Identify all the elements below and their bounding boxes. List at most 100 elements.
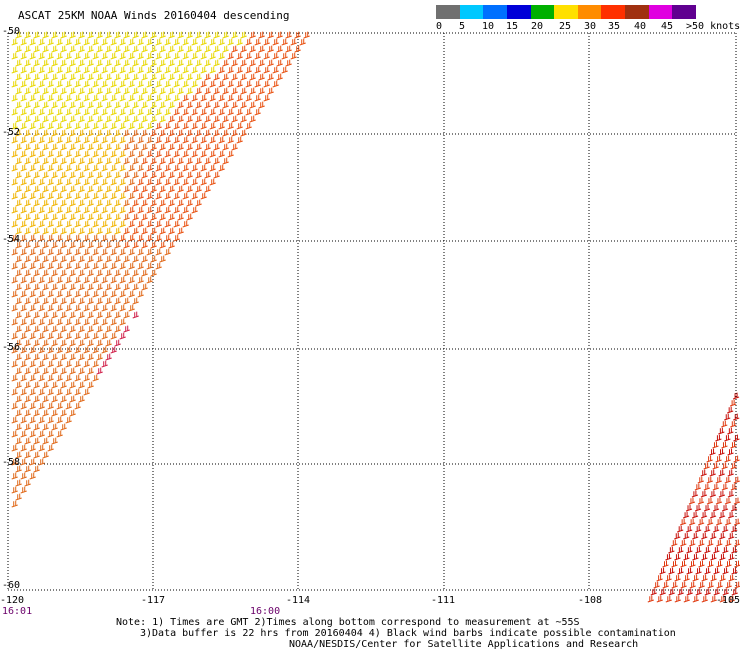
wind-barb bbox=[65, 38, 72, 46]
wind-barb bbox=[123, 157, 130, 165]
wind-barb bbox=[668, 567, 675, 575]
wind-barb bbox=[20, 220, 27, 228]
wind-barb bbox=[123, 297, 130, 305]
wind-barb bbox=[698, 581, 705, 589]
wind-barb bbox=[47, 80, 54, 88]
wind-barb bbox=[11, 136, 18, 144]
wind-barb bbox=[74, 66, 81, 74]
wind-barb bbox=[182, 220, 189, 228]
wind-barb bbox=[74, 402, 81, 410]
wind-barb bbox=[128, 290, 135, 298]
wind-barb bbox=[87, 185, 94, 193]
wind-barb bbox=[92, 318, 99, 326]
wind-barb bbox=[173, 80, 180, 88]
wind-barb bbox=[195, 31, 202, 39]
wind-barb bbox=[707, 539, 714, 547]
wind-barb bbox=[101, 66, 108, 74]
wind-barb bbox=[69, 185, 76, 193]
wind-barb bbox=[722, 525, 729, 533]
wind-barb bbox=[123, 87, 130, 95]
wind-barb bbox=[141, 59, 148, 67]
wind-barb bbox=[132, 31, 139, 39]
wind-barb bbox=[177, 143, 184, 151]
wind-barb bbox=[240, 115, 247, 123]
wind-barb bbox=[101, 164, 108, 172]
wind-barb bbox=[222, 101, 229, 109]
wind-barb bbox=[11, 220, 18, 228]
wind-barb bbox=[33, 423, 40, 431]
wind-barb bbox=[177, 45, 184, 53]
wind-barb bbox=[231, 45, 238, 53]
wind-barb bbox=[69, 255, 76, 263]
wind-barb bbox=[182, 164, 189, 172]
wind-barb bbox=[24, 255, 31, 263]
wind-barb bbox=[128, 80, 135, 88]
wind-barb bbox=[132, 185, 139, 193]
wind-barb bbox=[299, 38, 306, 46]
wind-barb bbox=[155, 122, 162, 130]
wind-barb bbox=[60, 59, 67, 67]
wind-barb bbox=[33, 381, 40, 389]
wind-barb bbox=[24, 451, 31, 459]
wind-barb bbox=[38, 136, 45, 144]
wind-barb bbox=[101, 262, 108, 270]
wind-barb bbox=[227, 122, 234, 130]
wind-barb bbox=[674, 553, 681, 561]
wind-barb bbox=[155, 178, 162, 186]
wind-barb bbox=[60, 171, 67, 179]
wind-barb bbox=[87, 143, 94, 151]
wind-barb bbox=[716, 581, 723, 589]
wind-barb bbox=[29, 80, 36, 88]
wind-barb bbox=[74, 346, 81, 354]
wind-barb bbox=[11, 262, 18, 270]
wind-barb bbox=[146, 192, 153, 200]
wind-barb bbox=[33, 339, 40, 347]
legend-label: 15 bbox=[506, 21, 519, 32]
wind-barb bbox=[105, 269, 112, 277]
wind-barb bbox=[724, 434, 731, 442]
lat-label: -52 bbox=[2, 127, 21, 138]
wind-barb bbox=[74, 360, 81, 368]
wind-barb bbox=[168, 101, 175, 109]
wind-barb bbox=[710, 532, 717, 540]
wind-barb bbox=[132, 269, 139, 277]
wind-barb bbox=[15, 493, 22, 501]
wind-barb bbox=[38, 346, 45, 354]
wind-barb bbox=[56, 66, 63, 74]
wind-barb bbox=[724, 476, 731, 484]
wind-barb bbox=[20, 318, 27, 326]
wind-barb bbox=[83, 108, 90, 116]
wind-barb bbox=[182, 206, 189, 214]
wind-barb bbox=[33, 325, 40, 333]
wind-barb bbox=[164, 150, 171, 158]
wind-barb bbox=[114, 311, 121, 319]
wind-barb bbox=[74, 318, 81, 326]
wind-barb bbox=[236, 66, 243, 74]
legend-label: 5 bbox=[459, 21, 466, 32]
wind-barb bbox=[83, 276, 90, 284]
wind-barb bbox=[119, 122, 126, 130]
wind-barb bbox=[11, 402, 18, 410]
wind-barb bbox=[218, 136, 225, 144]
wind-barb bbox=[96, 227, 103, 235]
wind-barb bbox=[727, 490, 735, 498]
wind-barb bbox=[177, 171, 184, 179]
wind-barb bbox=[123, 269, 130, 277]
wind-barb bbox=[114, 45, 121, 53]
footnote-line: NOAA/NESDIS/Center for Satellite Applica… bbox=[289, 639, 639, 650]
wind-barb bbox=[204, 101, 211, 109]
wind-barb bbox=[191, 164, 198, 172]
wind-barb bbox=[128, 66, 135, 74]
wind-barb bbox=[42, 423, 49, 431]
wind-barb bbox=[155, 108, 162, 116]
wind-barb bbox=[29, 444, 36, 452]
wind-barb bbox=[263, 80, 270, 88]
wind-barb bbox=[231, 87, 238, 95]
wind-barb bbox=[92, 304, 99, 312]
wind-barb bbox=[141, 241, 148, 249]
wind-barb bbox=[213, 59, 220, 67]
wind-barb bbox=[101, 276, 108, 284]
wind-barb bbox=[83, 122, 90, 130]
wind-barb bbox=[123, 213, 130, 221]
wind-barb bbox=[218, 108, 225, 116]
